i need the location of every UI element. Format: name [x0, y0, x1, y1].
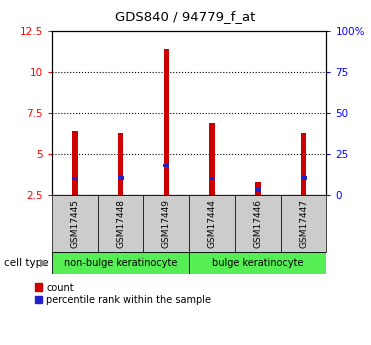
Bar	[144, 195, 189, 252]
Bar	[189, 195, 235, 252]
Bar	[235, 195, 281, 252]
Text: GSM17446: GSM17446	[253, 199, 262, 248]
Bar	[209, 123, 215, 195]
Text: GSM17448: GSM17448	[116, 199, 125, 248]
Bar	[118, 176, 124, 179]
Bar	[255, 182, 260, 195]
Bar	[255, 188, 261, 192]
Bar	[164, 49, 169, 195]
Text: GSM17449: GSM17449	[162, 199, 171, 248]
Text: GSM17444: GSM17444	[208, 199, 217, 248]
Legend: count, percentile rank within the sample: count, percentile rank within the sample	[35, 283, 211, 305]
Bar	[72, 131, 78, 195]
Bar	[209, 177, 215, 180]
Bar	[301, 133, 306, 195]
Text: non-bulge keratinocyte: non-bulge keratinocyte	[64, 258, 177, 268]
Bar	[52, 252, 189, 274]
Bar	[52, 195, 98, 252]
Bar	[301, 176, 306, 179]
Bar	[189, 252, 326, 274]
Text: bulge keratinocyte: bulge keratinocyte	[212, 258, 303, 268]
Text: GDS840 / 94779_f_at: GDS840 / 94779_f_at	[115, 10, 256, 23]
Text: ▶: ▶	[40, 258, 49, 268]
Text: GSM17447: GSM17447	[299, 199, 308, 248]
Text: cell type: cell type	[4, 258, 48, 268]
Bar	[72, 177, 78, 180]
Bar	[281, 195, 326, 252]
Text: GSM17445: GSM17445	[70, 199, 79, 248]
Bar	[118, 133, 123, 195]
Bar	[98, 195, 144, 252]
Bar	[163, 164, 169, 167]
